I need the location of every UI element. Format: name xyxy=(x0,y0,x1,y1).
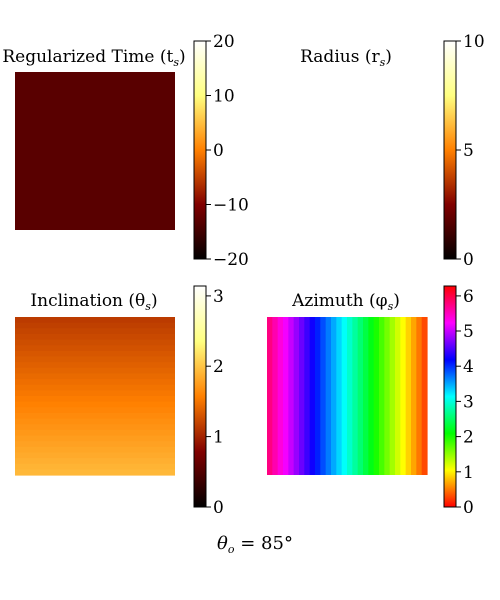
heatmap-band xyxy=(315,317,321,475)
heatmap-band xyxy=(15,424,175,431)
colorbar-tick-label: 0 xyxy=(463,498,474,518)
colorbar-tick-label: 10 xyxy=(463,32,485,52)
heatmap-band xyxy=(373,317,380,475)
heatmap-band xyxy=(15,350,175,358)
panel-title: Regularized Time (ts) xyxy=(2,47,185,69)
heatmap-band xyxy=(15,333,175,341)
heatmap-band xyxy=(15,379,175,386)
heatmap-band xyxy=(363,317,369,475)
heatmap-band xyxy=(341,317,348,475)
heatmap-band xyxy=(293,317,300,475)
heatmap-band xyxy=(15,317,175,324)
colorbar-tick-label: 1 xyxy=(213,428,224,448)
heatmap-band xyxy=(411,317,417,475)
heatmap-band xyxy=(357,317,364,475)
heatmap-band xyxy=(15,390,175,397)
panel-regularized-time: Regularized Time (ts) 20 10 0 −10 −20 xyxy=(2,32,249,270)
panel-title: Radius (rs) xyxy=(300,47,392,69)
heatmap-band xyxy=(15,407,175,414)
heatmap-band xyxy=(15,384,175,391)
colorbar xyxy=(443,40,457,260)
heatmap-band xyxy=(368,317,375,475)
heatmap-band xyxy=(283,317,289,475)
heatmap-band xyxy=(379,317,385,475)
panel-title: Inclination (θs) xyxy=(30,291,157,313)
colorbar-tick-label: 2 xyxy=(213,357,224,377)
heatmap-band xyxy=(277,317,284,475)
panel-inclination: Inclination (θs) 3 2 1 0 xyxy=(15,285,224,518)
colorbar-tick-label: 0 xyxy=(213,141,224,161)
heatmap-band xyxy=(309,317,316,475)
heatmap-band xyxy=(395,317,401,475)
heatmap-band xyxy=(15,452,175,459)
heatmap-band xyxy=(320,317,327,475)
colorbar-tick-label: 0 xyxy=(463,250,474,270)
heatmap-band xyxy=(272,317,279,475)
heatmap-band xyxy=(15,435,175,442)
heatmap-band xyxy=(352,317,359,475)
colorbar-tick-label: 5 xyxy=(463,322,474,342)
heatmap-band xyxy=(299,317,305,475)
heatmap-band xyxy=(15,469,175,476)
heatmap-band xyxy=(325,317,332,475)
heatmap-band xyxy=(15,429,175,437)
heatmap-image xyxy=(267,317,428,475)
heatmap-band xyxy=(15,458,175,465)
colorbar xyxy=(443,285,457,508)
heatmap-band xyxy=(347,317,353,475)
colorbar-tick-label: 5 xyxy=(463,141,474,161)
heatmap-band xyxy=(267,317,273,475)
heatmap-band xyxy=(336,317,343,475)
heatmap-band xyxy=(15,356,175,363)
heatmap-image xyxy=(267,72,427,230)
colorbar-tick-label: 0 xyxy=(213,498,224,518)
heatmap-band xyxy=(421,317,428,475)
heatmap-band xyxy=(15,412,175,420)
heatmap-band xyxy=(416,317,423,475)
heatmap-band xyxy=(400,317,407,475)
heatmap-band xyxy=(15,463,175,470)
observer-inclination-label: θo = 85° xyxy=(217,533,293,556)
colorbar-tick-label: 10 xyxy=(213,87,235,107)
heatmap-band xyxy=(331,317,337,475)
colorbar-tick-label: 20 xyxy=(213,32,235,52)
heatmap-band xyxy=(389,317,396,475)
heatmap-band xyxy=(15,446,175,454)
heatmap-band xyxy=(15,345,175,352)
colorbar xyxy=(193,40,207,260)
colorbar-tick-label: −20 xyxy=(213,250,249,270)
panel-azimuth: Azimuth (φs) 6 5 4 3 2 1 0 xyxy=(267,285,474,518)
colorbar xyxy=(193,285,207,508)
colorbar-tick-label: 1 xyxy=(463,463,474,483)
heatmap-band xyxy=(15,418,175,425)
colorbar-tick-label: 2 xyxy=(463,428,474,448)
panel-title: Azimuth (φs) xyxy=(291,291,400,313)
heatmap-band xyxy=(15,396,175,403)
heatmap-band xyxy=(288,317,295,475)
heatmap-band xyxy=(15,367,175,375)
heatmap-band xyxy=(15,322,175,329)
heatmap-band xyxy=(15,441,175,448)
heatmap-band xyxy=(384,317,391,475)
colorbar-tick-label: 3 xyxy=(463,392,474,412)
colorbar-tick-label: −10 xyxy=(213,196,249,216)
colorbar-tick-label: 4 xyxy=(463,357,474,377)
heatmap-band xyxy=(15,328,175,335)
heatmap-image xyxy=(15,72,175,230)
heatmap-band xyxy=(405,317,412,475)
heatmap-band xyxy=(304,317,311,475)
colorbar-tick-label: 3 xyxy=(213,287,224,307)
heatmap-band xyxy=(15,339,175,346)
panel-radius: Radius (rs) 10 5 0 xyxy=(267,32,485,270)
heatmap-band xyxy=(15,401,175,408)
heatmap-band xyxy=(15,362,175,369)
heatmap-band xyxy=(15,373,175,380)
colorbar-tick-label: 6 xyxy=(463,287,474,307)
heatmap-image xyxy=(15,317,175,476)
